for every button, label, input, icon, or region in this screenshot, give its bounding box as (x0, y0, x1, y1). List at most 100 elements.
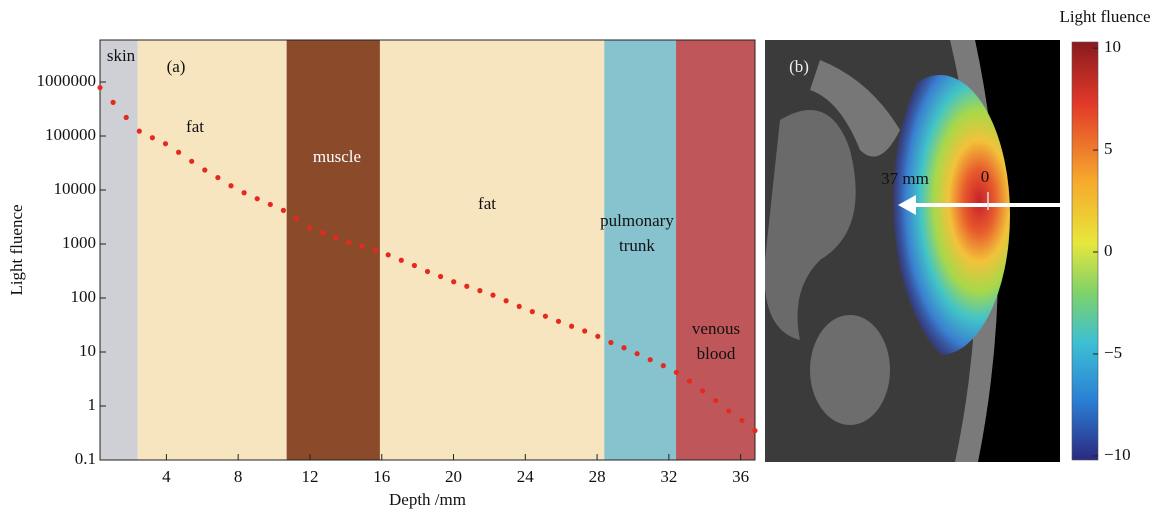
region-label: trunk (619, 236, 655, 255)
colorbar-title: Light fluence (1059, 7, 1150, 26)
data-point (202, 167, 208, 173)
colorbar-tick-label: 0 (1104, 241, 1113, 260)
data-point (503, 298, 509, 304)
region (137, 40, 287, 460)
data-point (372, 247, 378, 253)
data-point (739, 417, 745, 424)
data-point (280, 207, 286, 213)
x-tick-label: 12 (301, 467, 318, 486)
data-point (176, 149, 182, 155)
data-point (97, 84, 103, 91)
x-tick-label: 28 (589, 467, 606, 486)
data-point (136, 128, 142, 134)
region-label: blood (697, 344, 736, 363)
data-point (634, 351, 640, 357)
data-point (149, 135, 155, 141)
colorbar-tick-label: 10 (1104, 37, 1121, 56)
region-label: fat (478, 194, 496, 213)
data-point (451, 279, 457, 285)
x-tick-label: 8 (234, 467, 243, 486)
arrow-head (898, 195, 916, 215)
colorbar (1071, 41, 1099, 461)
x-tick-label: 36 (732, 467, 749, 486)
region (676, 40, 755, 460)
data-point (267, 201, 273, 208)
plot-frame (99, 39, 756, 461)
region (379, 40, 605, 460)
panel-a: skin fat muscle fat pulmonary trunk venous bloo… (7, 39, 758, 509)
annotation: 0 (981, 167, 990, 186)
region (286, 40, 380, 460)
x-tick-label: 24 (517, 467, 535, 486)
data-point (516, 303, 522, 309)
data-point (686, 378, 693, 384)
data-point (700, 388, 706, 394)
colorbar-tick-label: 5 (1104, 139, 1113, 158)
y-axis-label: Light fluence (7, 204, 26, 295)
data-point (293, 216, 300, 222)
data-point (608, 339, 614, 346)
ct-structure (810, 60, 900, 157)
data-point (346, 239, 352, 246)
data-point (123, 114, 129, 121)
region-label: venous (692, 319, 740, 338)
colorbar-tick-label: −5 (1104, 343, 1122, 362)
panel-label: (a) (167, 57, 186, 76)
data-point (359, 243, 365, 249)
data-point (713, 397, 719, 404)
data-point (673, 369, 680, 375)
panel-b: (b) 37 mm 0 Light fluence 10 5 0 −5 −10 (765, 7, 1151, 464)
x-tick-label: 32 (660, 467, 677, 486)
y-tick-label: 1000 (62, 233, 96, 252)
data-point (411, 262, 417, 269)
data-point (726, 408, 732, 414)
region (100, 40, 138, 460)
data-point (555, 318, 562, 324)
data-point (621, 345, 627, 351)
region-label: fat (186, 117, 204, 136)
data-point (320, 230, 326, 236)
region-label: skin (107, 46, 136, 65)
data-point (385, 252, 391, 258)
data-point (333, 234, 339, 241)
region-label: pulmonary (600, 211, 674, 230)
data-point (569, 323, 575, 329)
data-point (464, 283, 470, 289)
y-tick-label: 1000000 (37, 71, 97, 90)
ct-image (765, 40, 1060, 462)
data-point (241, 190, 247, 196)
y-tick-label: 10 (79, 341, 96, 360)
data-point (438, 273, 444, 280)
data-point (162, 141, 169, 147)
data-point (752, 428, 758, 434)
data-point (660, 363, 666, 369)
ct-structure (810, 315, 890, 425)
y-tick-label: 100 (71, 287, 97, 306)
colorbar-tick-label: −10 (1104, 445, 1131, 464)
panel-label: (b) (789, 57, 809, 76)
data-point (110, 99, 116, 105)
data-point (215, 174, 221, 181)
data-point (307, 225, 313, 231)
data-point (647, 357, 653, 363)
x-axis-label: Depth /mm (389, 490, 466, 509)
data-point (398, 257, 404, 263)
annotation: 37 mm (881, 169, 929, 188)
data-point (542, 313, 549, 319)
data-point (254, 196, 260, 202)
fluence-map (870, 75, 1010, 355)
y-tick-label: 10000 (54, 179, 97, 198)
y-tick-label: 0.1 (75, 449, 96, 468)
x-tick-label: 4 (162, 467, 171, 486)
data-point (477, 288, 483, 294)
data-point (582, 328, 588, 334)
data-point (228, 183, 234, 189)
ct-structure (765, 110, 856, 340)
data-point (490, 292, 496, 298)
region (604, 40, 677, 460)
x-tick-label: 16 (373, 467, 390, 486)
y-tick-label: 1 (88, 395, 97, 414)
x-tick-label: 20 (445, 467, 462, 486)
y-tick-label: 100000 (45, 125, 96, 144)
data-point (595, 333, 601, 339)
